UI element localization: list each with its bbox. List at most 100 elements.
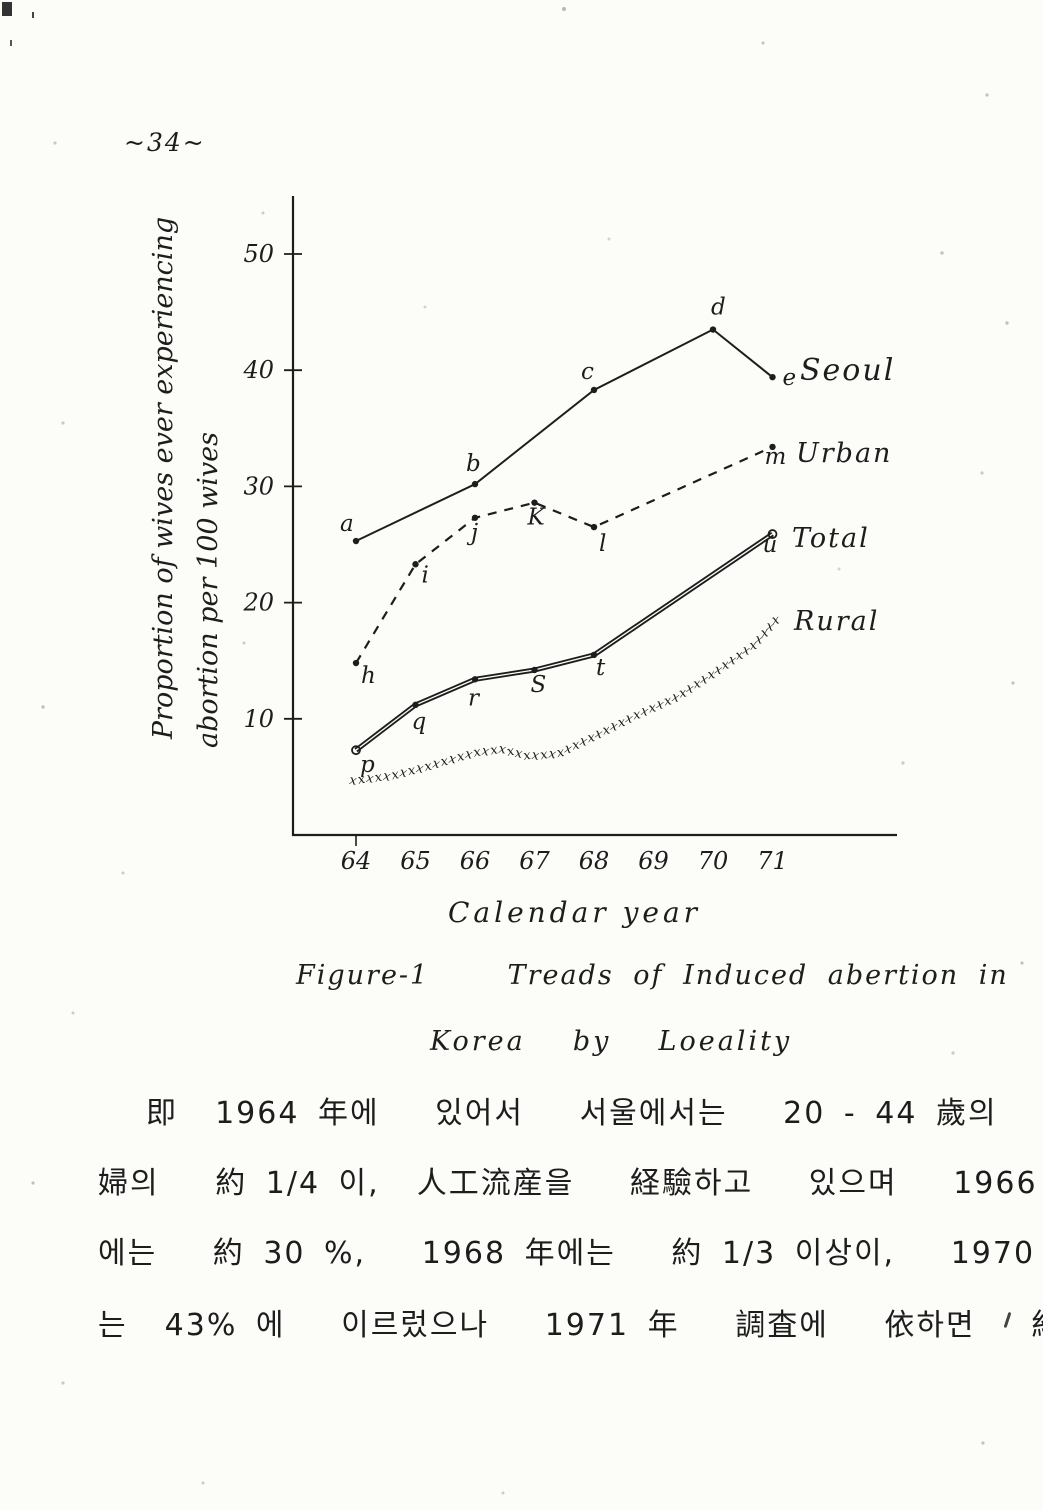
figure-chart-svg: 10 20 30 40 50 64 65 66 67 68 69 70 71 Proportion of … [148, 196, 897, 875]
point-label-r: r [468, 685, 481, 711]
rural-x-mark: x [506, 744, 516, 760]
scan-corner-artifact [2, 2, 12, 16]
rural-x-mark: x [571, 737, 581, 753]
x-tick-label: 64 [341, 847, 372, 875]
data-point [767, 529, 778, 539]
x-tick-label: 66 [460, 847, 491, 875]
data-point [590, 386, 598, 394]
figure-caption-line1: Figure-1 Treads of Induced abertion in [296, 960, 1009, 991]
series-seoul: a b c d e Seoul [340, 295, 895, 545]
y-tick-label: 30 [243, 472, 274, 500]
rural-x-mark: x [548, 747, 558, 763]
rural-x-mark: x [448, 752, 458, 768]
rural-x-mark: x [407, 763, 417, 779]
rural-x-mark: x [440, 754, 450, 770]
rural-x-mark: x [390, 767, 400, 783]
rural-x-mark: x [678, 685, 688, 701]
rural-x-mark: x [640, 704, 650, 720]
rural-x-mark: x [563, 741, 573, 757]
x-tick-label: 70 [698, 847, 729, 875]
rural-x-mark: x [632, 707, 642, 723]
rural-x-mark: x [456, 749, 466, 765]
rural-x-mark: x [602, 722, 612, 738]
point-label-b: b [466, 451, 481, 477]
rural-x-mark: x [699, 672, 709, 688]
point-label-u: u [763, 532, 778, 558]
y-tick-label: 10 [243, 705, 274, 733]
series-urban: h i j Kl m Urban [352, 438, 890, 689]
y-axis-label: abortion per 100 wives [193, 432, 224, 748]
rural-x-mark: x [464, 747, 474, 763]
point-label-m: m [765, 444, 787, 470]
data-point [412, 701, 419, 709]
rural-x-mark: x [423, 759, 433, 775]
rural-x-mark: x [374, 770, 384, 786]
rural-x-mark: x [734, 648, 744, 664]
rural-x-mark: x [399, 765, 409, 781]
series-label-total: Total [792, 523, 870, 554]
series-label-seoul: Seoul [800, 353, 895, 388]
rural-x-mark: x [720, 657, 730, 673]
rural-x-mark: x [489, 742, 499, 758]
series-label-rural: Rural [793, 606, 879, 637]
data-point [352, 537, 360, 545]
data-point [471, 480, 479, 488]
point-label-h: h [361, 663, 376, 689]
figure-caption-line2: Korea by Loeality [430, 1026, 793, 1057]
rural-x-mark: x [748, 638, 758, 654]
point-label-i: i [422, 562, 429, 588]
rural-x-mark: x [760, 625, 770, 641]
y-axis-label: Proportion of wives ever experiencing [148, 217, 179, 740]
rural-x-mark: x [617, 715, 627, 731]
rural-x-mark: x [609, 719, 619, 735]
rural-x-mark: x [655, 697, 665, 713]
data-point [471, 514, 479, 521]
rural-x-mark: x [647, 700, 657, 716]
data-point [590, 651, 598, 659]
figure-1-chart: 10 20 30 40 50 64 65 66 67 68 69 70 71 Proportion of … [148, 196, 897, 875]
rural-x-mark: x [671, 690, 681, 706]
point-label-d: d [711, 295, 726, 321]
body-text-line: 即 1964 年에 있어서 서울에서는 20 - 44 歲의 既婚 [146, 1096, 1043, 1131]
data-point [531, 499, 538, 506]
x-tick-label: 65 [400, 847, 431, 875]
point-label-a: a [340, 511, 354, 537]
y-tick-label: 40 [242, 356, 274, 384]
rural-x-mark: x [586, 730, 596, 746]
point-label-l: l [599, 531, 606, 557]
rural-x-mark: x [714, 662, 724, 678]
data-point [769, 443, 776, 451]
rural-x-mark: x [357, 772, 367, 788]
rural-x-mark: x [498, 742, 508, 758]
rural-x-mark: x [415, 761, 425, 777]
axes [291, 196, 897, 837]
point-label-q: q [412, 709, 427, 735]
body-text-line: 는 43% 에 이르렀으나 1971 年 調査에 依하면 約 [98, 1308, 1043, 1343]
body-text-line: 婦의 約 1/4 이, 人工流産을 経驗하고 있으며 1966 年 [98, 1166, 1043, 1201]
rural-x-mark: x [706, 667, 716, 683]
x-tick-label: 71 [757, 847, 788, 875]
data-point [709, 326, 717, 333]
rural-x-mark: x [624, 711, 634, 727]
rural-x-mark: x [472, 745, 482, 761]
page-number: ~34~ [124, 128, 206, 157]
data-point [590, 523, 598, 531]
point-label-c: c [581, 359, 594, 385]
rural-x-mark: x [741, 643, 751, 659]
data-point [531, 666, 538, 674]
rural-x-mark: x [765, 619, 775, 635]
data-point [351, 745, 361, 756]
rural-x-mark: x [594, 726, 604, 742]
body-text-line: 에는 約 30 %, 1968 年에는 約 1/3 이상이, 1970 年에 [98, 1236, 1043, 1271]
point-label-j: j [466, 520, 478, 546]
rural-x-mark: x [685, 681, 695, 697]
series-total: p q r St u Total [351, 523, 870, 778]
rural-x-mark: x [579, 734, 589, 750]
y-tick-label: 20 [242, 589, 274, 617]
x-tick-label: 69 [638, 847, 669, 875]
data-point [352, 659, 360, 667]
rural-x-mark: x [514, 746, 524, 762]
x-tick-label: 67 [519, 847, 550, 875]
